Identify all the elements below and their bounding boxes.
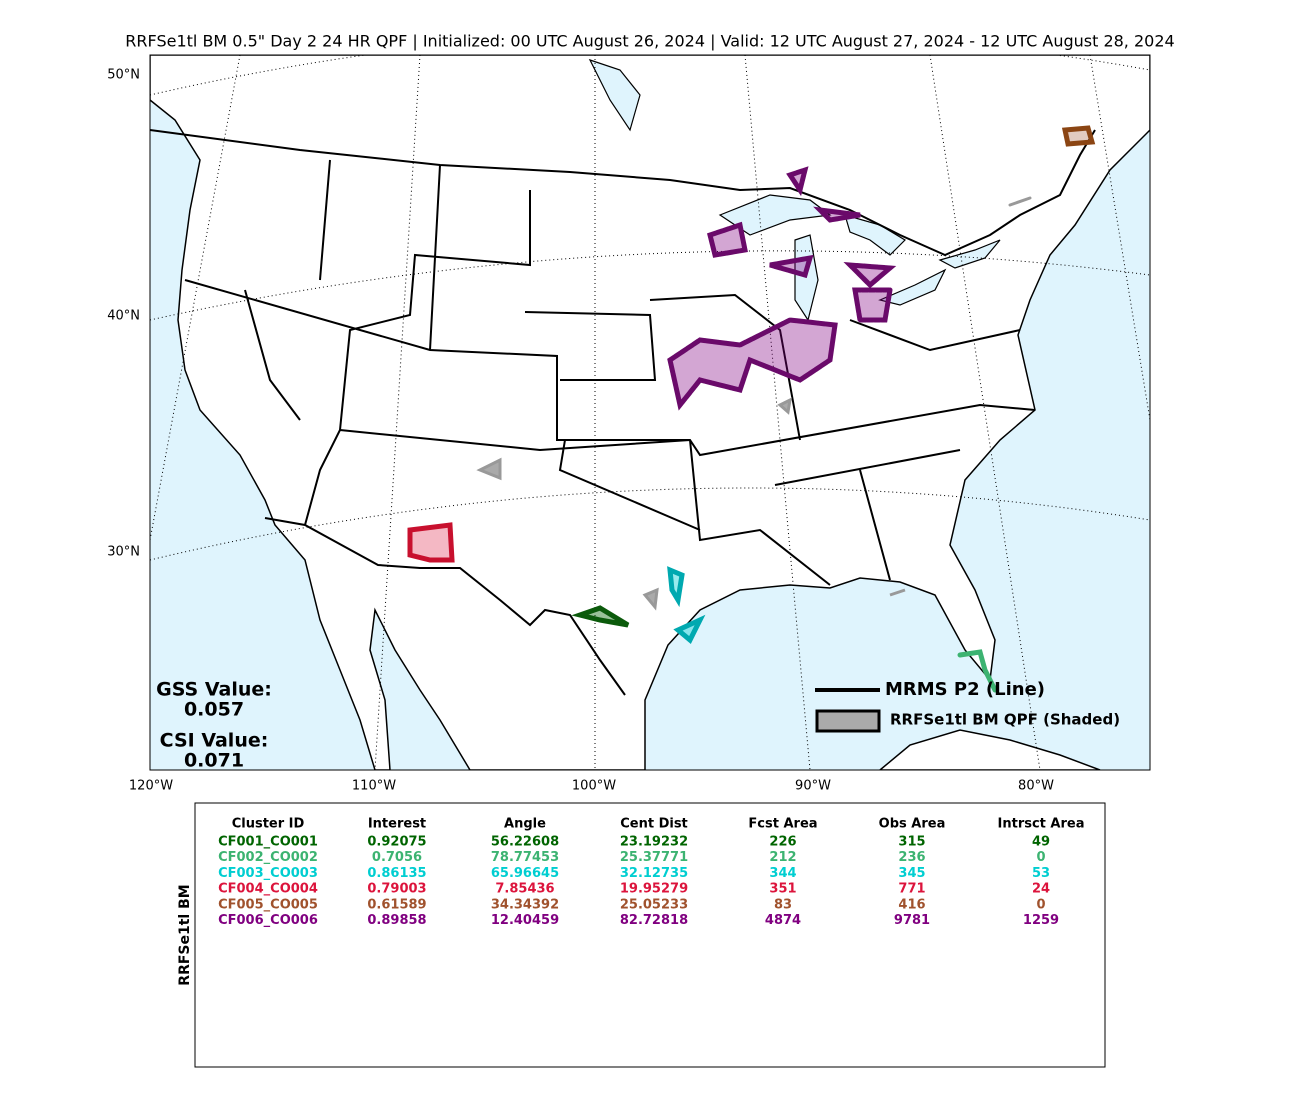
- table-cell: CF003_CO003: [218, 866, 318, 881]
- lon-label: 100°W: [572, 779, 616, 794]
- lat-label: 50°N: [107, 68, 140, 83]
- column-header: Cluster ID: [232, 817, 305, 832]
- legend: MRMS P2 (Line) RRFSe1tl BM QPF (Shaded): [815, 679, 1120, 733]
- table-cell: 0.89858: [367, 913, 426, 928]
- table-cell: 4874: [765, 913, 801, 928]
- table-side-label: RRFSe1tl BM: [177, 884, 193, 985]
- lat-label: 30°N: [107, 545, 140, 560]
- graticule: [150, 55, 1150, 770]
- table-cell: 23.19232: [620, 835, 688, 850]
- table-cell: 0: [1036, 850, 1045, 865]
- table-cell: 53: [1032, 866, 1050, 881]
- legend-label: MRMS P2 (Line): [885, 679, 1045, 700]
- table-cell: CF005_CO005: [218, 897, 318, 912]
- table-cell: 0.86135: [367, 866, 426, 881]
- legend-label: RRFSe1tl BM QPF (Shaded): [890, 711, 1120, 729]
- table-cell: 82.72818: [620, 913, 688, 928]
- csi-value: 0.071: [184, 750, 244, 772]
- table-cell: 65.96645: [491, 866, 559, 881]
- table-cell: 771: [898, 882, 925, 897]
- table-cell: 226: [769, 835, 796, 850]
- column-header: Cent Dist: [620, 817, 688, 832]
- table-cell: CF006_CO006: [218, 913, 318, 928]
- table-cell: 83: [774, 897, 792, 912]
- table-cell: 345: [898, 866, 925, 881]
- table-cell: 7.85436: [495, 882, 554, 897]
- table-cell: 315: [898, 835, 925, 850]
- great-lakes: [588, 58, 1001, 322]
- land: [150, 55, 1150, 770]
- column-header: Intrsct Area: [998, 817, 1085, 832]
- legend-swatch: [815, 709, 881, 733]
- table-cell: CF001_CO001: [218, 835, 318, 850]
- table-cell: 0.92075: [367, 835, 426, 850]
- column-header: Angle: [504, 817, 546, 832]
- table-cell: 9781: [894, 913, 930, 928]
- map: 50°N 40°N 30°N 120°W 110°W 100°W 90°W 80°W GSS …: [107, 54, 1151, 794]
- lon-label: 80°W: [1018, 779, 1054, 794]
- land: [878, 729, 1101, 770]
- table-cell: 236: [898, 850, 925, 865]
- column-header: Fcst Area: [748, 817, 817, 832]
- table-cell: CF004_CO004: [218, 882, 318, 897]
- lat-label: 40°N: [107, 309, 140, 324]
- table-cell: 0.61589: [367, 897, 426, 912]
- table-cell: 25.05233: [620, 897, 688, 912]
- table-cell: 416: [898, 897, 925, 912]
- lon-label: 120°W: [129, 779, 173, 794]
- title: RRFSe1tl BM 0.5" Day 2 24 HR QPF | Initi…: [125, 32, 1174, 51]
- table-cell: 212: [769, 850, 796, 865]
- column-header: Interest: [368, 817, 426, 832]
- map-frame: [149, 54, 1151, 771]
- gss-value: 0.057: [184, 699, 244, 721]
- gss-label: GSS Value:: [156, 679, 272, 701]
- borders: [150, 129, 1096, 696]
- column-header: Obs Area: [879, 817, 946, 832]
- table-cell: 25.37771: [620, 850, 688, 865]
- table-frame: [194, 802, 1106, 1068]
- table-cell: 12.40459: [491, 913, 559, 928]
- table-cell: 19.95279: [620, 882, 688, 897]
- table: RRFSe1tl BM Cluster ID Interest Angle Cent …: [177, 802, 1106, 1068]
- table-cell: 24: [1032, 882, 1050, 897]
- lon-label: 110°W: [352, 779, 396, 794]
- table-cell: 0: [1036, 897, 1045, 912]
- table-cell: 78.77453: [491, 850, 559, 865]
- clusters: [407, 125, 1096, 693]
- table-cell: 1259: [1023, 913, 1059, 928]
- lon-label: 90°W: [795, 779, 831, 794]
- csi-label: CSI Value:: [160, 730, 269, 752]
- table-cell: 34.34392: [491, 897, 559, 912]
- table-cell: 0.79003: [367, 882, 426, 897]
- table-cell: 344: [769, 866, 796, 881]
- table-cell: 49: [1032, 835, 1050, 850]
- table-cell: 0.7056: [372, 850, 422, 865]
- table-cell: 56.22608: [491, 835, 559, 850]
- table-cell: 32.12735: [620, 866, 688, 881]
- table-cell: 351: [769, 882, 796, 897]
- table-cell: CF002_CO002: [218, 850, 318, 865]
